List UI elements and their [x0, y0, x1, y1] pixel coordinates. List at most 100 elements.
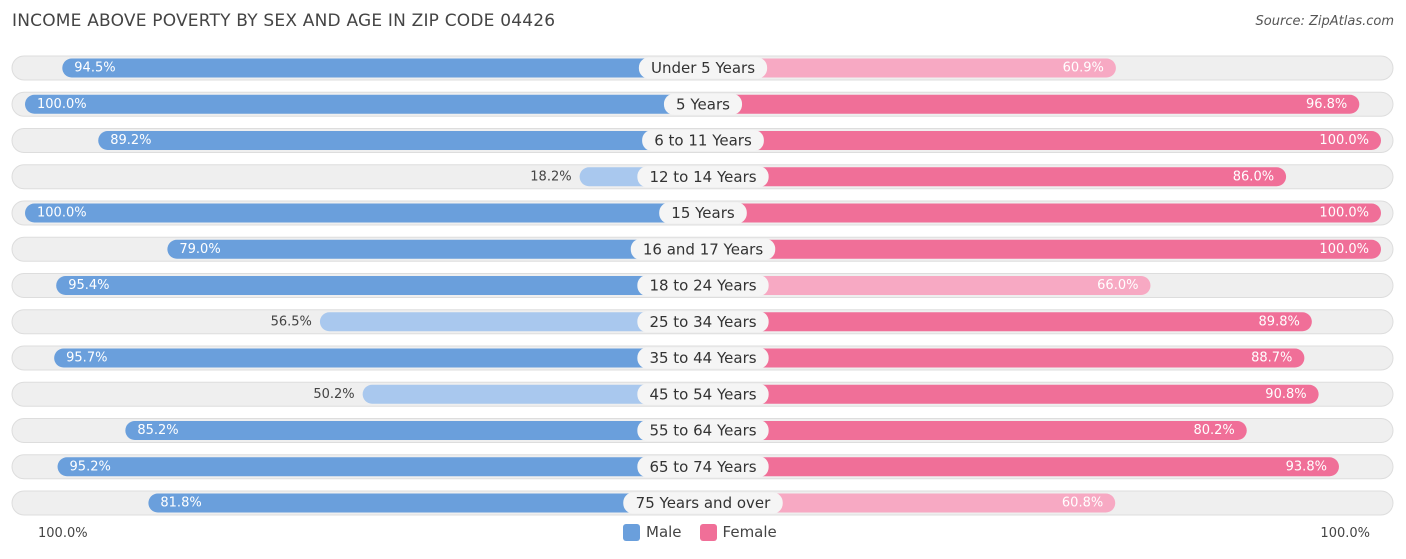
row-10: 85.2% 80.2% 55 to 64 Years [11, 418, 1394, 443]
row-6: 95.4% 66.0% 18 to 24 Years [11, 273, 1394, 298]
male-value-label: 81.8% [160, 496, 201, 511]
row-4: 100.0% 100.0% 15 Years [11, 200, 1394, 226]
category-label: 75 Years and over [636, 494, 771, 512]
male-bar[interactable] [25, 203, 703, 223]
category-pill [637, 275, 769, 296]
male-bar[interactable] [57, 457, 703, 477]
row-12: 81.8% 60.8% 75 Years and over [11, 490, 1394, 516]
category-label: 12 to 14 Years [649, 168, 756, 186]
female-bar[interactable] [703, 203, 1381, 223]
male-value-label: 95.2% [70, 459, 111, 474]
row-7: 56.5% 89.8% 25 to 34 Years [11, 309, 1394, 335]
axis-right-label: 100.0% [1320, 526, 1370, 541]
category-label: 16 and 17 Years [643, 240, 763, 258]
legend-swatch-male [623, 523, 640, 541]
male-bar[interactable] [98, 131, 703, 150]
female-value-label: 66.0% [1097, 278, 1138, 293]
male-bar[interactable] [167, 239, 703, 259]
male-value-label: 95.7% [66, 351, 107, 366]
chart-plot: 94.5% 60.9% Under 5 Years 100.0% 96.8% 5 Year… [11, 55, 1394, 516]
female-bar[interactable] [703, 276, 1151, 295]
legend-label-male: Male [646, 523, 682, 541]
row-2: 89.2% 100.0% 6 to 11 Years [11, 128, 1394, 153]
category-label: 45 to 54 Years [649, 385, 756, 403]
female-value-label: 100.0% [1319, 133, 1369, 148]
legend-item-female[interactable]: Female [699, 523, 777, 541]
male-bar[interactable] [362, 384, 703, 404]
category-pill [637, 383, 769, 405]
female-value-label: 80.2% [1193, 423, 1234, 438]
category-pill [659, 202, 747, 224]
male-value-label: 50.2% [313, 387, 354, 402]
row-3: 18.2% 86.0% 12 to 14 Years [11, 164, 1394, 190]
male-value-label: 79.0% [179, 242, 220, 257]
row-8: 95.7% 88.7% 35 to 44 Years [11, 345, 1394, 371]
male-bar[interactable] [25, 94, 703, 114]
female-value-label: 96.8% [1306, 97, 1347, 112]
axis-left-label: 100.0% [38, 526, 88, 541]
male-value-label: 85.2% [137, 423, 178, 438]
female-value-label: 60.8% [1062, 496, 1103, 511]
female-value-label: 89.8% [1259, 314, 1300, 329]
legend-item-male[interactable]: Male [623, 523, 682, 541]
category-pill [638, 57, 768, 79]
female-bar[interactable] [703, 421, 1247, 440]
female-bar[interactable] [703, 239, 1381, 259]
category-label: 6 to 11 Years [654, 132, 752, 150]
male-value-label: 89.2% [110, 133, 151, 148]
category-label: 35 to 44 Years [649, 349, 756, 367]
category-label: 18 to 24 Years [649, 277, 756, 295]
category-pill [663, 93, 743, 115]
female-bar[interactable] [703, 312, 1312, 332]
female-value-label: 100.0% [1319, 242, 1369, 257]
female-value-label: 60.9% [1063, 61, 1104, 76]
category-label: Under 5 Years [651, 59, 755, 77]
male-bar[interactable] [148, 493, 703, 513]
category-label: 65 to 74 Years [649, 458, 756, 476]
category-pill [637, 311, 769, 333]
male-bar[interactable] [125, 421, 704, 440]
chart-title: INCOME ABOVE POVERTY BY SEX AND AGE IN Z… [12, 11, 556, 31]
male-bar[interactable] [62, 58, 704, 78]
male-bar[interactable] [54, 348, 704, 368]
male-value-label: 94.5% [74, 61, 115, 76]
row-11: 95.2% 93.8% 65 to 74 Years [11, 454, 1394, 480]
female-bar[interactable] [703, 167, 1287, 187]
female-value-label: 88.7% [1251, 351, 1292, 366]
row-0: 94.5% 60.9% Under 5 Years [11, 55, 1394, 81]
category-pill [637, 166, 769, 188]
female-value-label: 86.0% [1233, 169, 1274, 184]
male-value-label: 100.0% [37, 97, 87, 112]
category-label: 5 Years [676, 95, 730, 113]
source-label: Source: ZipAtlas.com [1255, 14, 1394, 29]
female-bar[interactable] [703, 457, 1339, 477]
male-value-label: 56.5% [271, 314, 312, 329]
category-pill [637, 420, 769, 441]
category-pill [630, 238, 776, 260]
female-bar[interactable] [703, 384, 1319, 404]
category-pill [637, 456, 769, 478]
legend-swatch-female [699, 523, 717, 541]
category-pill [623, 492, 783, 514]
female-bar[interactable] [703, 348, 1305, 368]
legend-label-female: Female [722, 523, 777, 541]
female-bar[interactable] [703, 131, 1381, 150]
category-label: 15 Years [671, 204, 735, 222]
female-bar[interactable] [703, 493, 1116, 513]
row-1: 100.0% 96.8% 5 Years [11, 91, 1394, 117]
category-label: 25 to 34 Years [649, 313, 756, 331]
category-pill [637, 347, 769, 369]
category-pill [642, 130, 764, 151]
female-value-label: 93.8% [1286, 459, 1327, 474]
male-value-label: 18.2% [530, 169, 571, 184]
male-value-label: 100.0% [37, 206, 87, 221]
female-bar[interactable] [703, 94, 1360, 114]
male-value-label: 95.4% [68, 278, 109, 293]
male-bar[interactable] [319, 312, 703, 332]
female-value-label: 100.0% [1319, 206, 1369, 221]
male-bar[interactable] [56, 276, 704, 295]
female-bar[interactable] [703, 58, 1116, 78]
row-5: 79.0% 100.0% 16 and 17 Years [11, 236, 1394, 262]
female-value-label: 90.8% [1265, 387, 1306, 402]
category-label: 55 to 64 Years [649, 422, 756, 440]
